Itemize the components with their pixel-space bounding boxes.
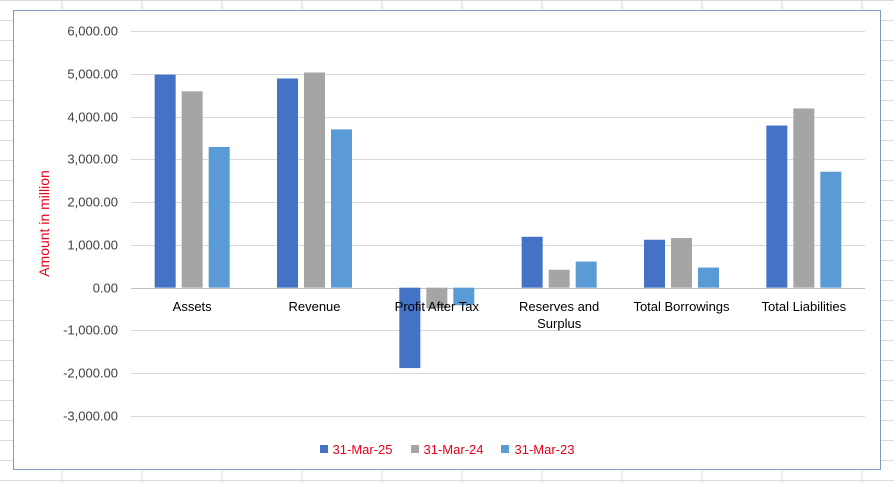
bar[interactable] [426,287,448,309]
y-tick-label: 4,000.00 [67,110,118,125]
legend-swatch [501,445,510,453]
bar[interactable] [154,74,176,288]
y-tick-label: -1,000.00 [63,323,118,338]
bar[interactable] [766,125,788,288]
legend-item[interactable]: 31-Mar-24 [410,441,484,457]
y-tick-label: -3,000.00 [63,409,118,424]
bar-chart: 6,000.00 5,000.00 4,000.00 3,000.00 2,000.00… [36,24,865,424]
y-tick-label: 0.00 [93,281,118,296]
y-tick-label: 1,000.00 [67,238,118,253]
legend[interactable]: 31-Mar-25 31-Mar-24 31-Mar-23 [14,439,880,459]
y-tick-label: 5,000.00 [67,67,118,82]
legend-label: 31-Mar-25 [332,441,393,457]
bar[interactable] [208,146,230,288]
legend-swatch [410,445,419,453]
category-label: Revenue [288,299,340,314]
y-tick-label: 6,000.00 [67,24,118,39]
legend-item[interactable]: 31-Mar-23 [501,442,574,457]
legend-label: 31-Mar-23 [514,441,575,457]
bar[interactable] [644,239,665,288]
category-label: Assets [173,299,213,314]
category-label: Total Liabilities [762,299,847,314]
category-label: Profit After Tax [395,299,480,314]
y-tick-label: 2,000.00 [67,195,118,210]
category-label: Reserves and Surplus [519,299,599,331]
bar[interactable] [181,91,203,288]
bar[interactable] [698,267,719,288]
bar[interactable] [304,72,325,288]
y-tick-label: -2,000.00 [63,366,118,381]
bar[interactable] [399,287,421,369]
legend-swatch [319,445,328,453]
legend-label: 31-Mar-24 [423,441,484,457]
bar[interactable] [671,238,692,288]
bar[interactable] [453,287,475,306]
bar[interactable] [793,108,815,288]
bar[interactable] [575,261,597,288]
chart-area[interactable]: 6,000.00 5,000.00 4,000.00 3,000.00 2,000.00… [13,10,881,470]
bar[interactable] [331,129,352,288]
y-axis-label: Amount in million [36,170,52,277]
bar[interactable] [548,269,570,288]
bar[interactable] [277,78,298,288]
y-tick-label: 3,000.00 [67,152,118,167]
bar[interactable] [820,171,842,288]
legend-item[interactable]: 31-Mar-25 [319,441,393,457]
category-label: Total Borrowings [633,299,730,314]
bar[interactable] [521,236,543,288]
